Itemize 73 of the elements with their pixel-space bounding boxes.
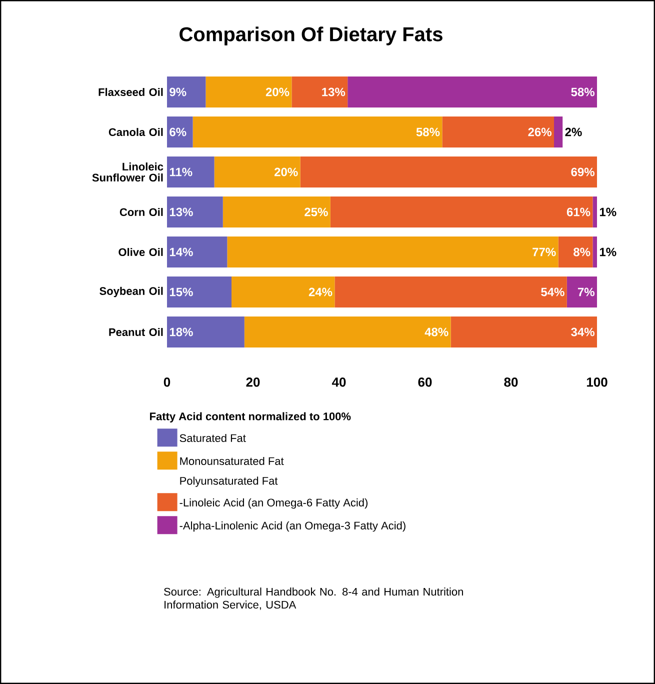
data-label: 9%	[170, 88, 186, 96]
y-tick-label: Linoleic Sunflower Oil	[92, 162, 164, 182]
x-tick-label: 100	[586, 378, 608, 387]
data-label: 58%	[416, 128, 440, 136]
data-label: 61%	[566, 208, 590, 216]
bar	[167, 156, 214, 188]
bar	[227, 236, 558, 268]
x-tick-label: 40	[332, 378, 346, 387]
bar	[450, 316, 598, 348]
bar	[554, 116, 563, 148]
bar	[167, 276, 232, 308]
y-tick-label: Peanut Oil	[109, 328, 163, 336]
text: Polyunsaturated Fat	[180, 476, 278, 487]
bar	[566, 276, 598, 308]
x-tick-label: 20	[246, 378, 260, 387]
x-tick-label: 0	[164, 378, 170, 387]
bar	[300, 156, 598, 188]
x-tick-label: 80	[504, 378, 518, 387]
data-label: 1%	[600, 208, 616, 216]
y-tick-label: Corn Oil	[120, 208, 163, 216]
y-tick-label: Canola Oil	[108, 128, 163, 136]
bar	[558, 236, 593, 268]
bar	[348, 76, 598, 108]
data-label: 77%	[532, 248, 556, 256]
bar	[167, 196, 223, 228]
bar	[592, 196, 598, 228]
legend-label: Saturated Fat	[180, 434, 246, 442]
data-label: 58%	[571, 88, 594, 96]
y-tick-label: Olive Oil	[118, 248, 163, 256]
data-label: 13%	[170, 208, 193, 216]
bar	[244, 316, 451, 348]
bar	[206, 76, 292, 108]
data-label: 69%	[571, 168, 594, 176]
bar	[292, 76, 348, 108]
bar	[167, 316, 244, 348]
bar	[214, 156, 300, 188]
bar	[442, 116, 554, 148]
data-label: 11%	[170, 168, 192, 176]
data-label: 25%	[304, 208, 328, 216]
data-label: 20%	[266, 88, 290, 96]
bar	[334, 276, 567, 308]
source-note: Source: Agricultural Handbook No. 8-4 and Human Nutrition Information Service, USDA	[164, 588, 463, 610]
bar	[192, 116, 442, 148]
data-label: 18%	[170, 328, 193, 336]
legend-label: -Linoleic Acid (an Omega-6 Fatty Acid)	[180, 498, 368, 509]
data-label: 6%	[170, 128, 186, 136]
data-label: 20%	[274, 168, 298, 176]
bar	[330, 196, 593, 228]
y-tick-label: Soybean Oil	[100, 286, 163, 298]
data-label: 48%	[424, 328, 448, 336]
x-tick-label: 60	[418, 378, 432, 387]
bar	[232, 276, 335, 308]
data-label: 24%	[308, 288, 332, 296]
data-label: 2%	[565, 128, 582, 136]
y-tick-label: Flaxseed Oil	[98, 88, 163, 96]
data-label: 26%	[528, 128, 552, 136]
data-label: 8%	[574, 248, 590, 256]
data-label: 15%	[170, 288, 193, 296]
data-label: 54%	[541, 288, 564, 296]
bar	[222, 196, 330, 228]
legend-label: Monounsaturated Fat	[180, 456, 284, 466]
data-label: 14%	[170, 248, 193, 256]
data-label: 1%	[600, 248, 616, 256]
chart-title: Comparison Of Dietary Fats	[180, 26, 442, 46]
legend-label: -Alpha-Linolenic Acid (an Omega-3 Fatty Acid)	[180, 521, 406, 532]
bar	[167, 76, 206, 108]
bar	[167, 116, 193, 148]
data-label: 13%	[322, 88, 346, 96]
data-label: 34%	[571, 328, 594, 336]
bar	[167, 236, 228, 268]
bar	[592, 236, 598, 268]
legend-title: Fatty Acid content normalized to 100%	[150, 412, 351, 422]
data-label: 7%	[578, 288, 594, 296]
